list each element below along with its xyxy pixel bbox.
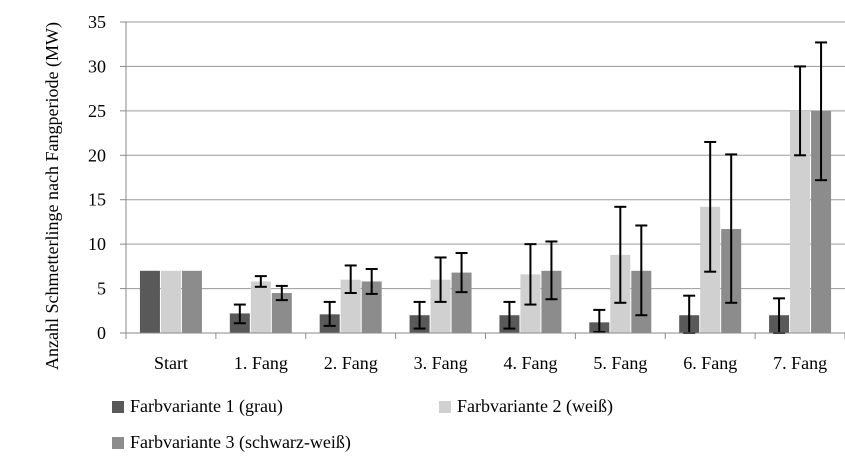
legend-swatch <box>112 400 124 413</box>
bar <box>139 270 160 333</box>
bar <box>541 270 562 333</box>
bar <box>181 270 202 333</box>
legend-swatch <box>112 436 124 449</box>
legend-item: Farbvariante 3 (schwarz-weiß) <box>112 432 351 453</box>
bar <box>790 110 811 333</box>
legend-item: Farbvariante 1 (grau) <box>112 396 283 417</box>
x-tick-label: 4. Fang <box>503 353 557 373</box>
bar <box>160 270 181 333</box>
bars <box>139 110 832 333</box>
bar-chart: 0 5 10 15 20 25 30 35 Start 1. Fang 2. Fang 3. Fan… <box>42 12 845 373</box>
bar <box>811 110 832 333</box>
y-tick-label: 15 <box>88 190 106 210</box>
y-tick-labels: 0 5 10 15 20 25 30 35 <box>88 12 106 343</box>
x-tick-label: 1. Fang <box>234 353 288 373</box>
bar <box>430 279 451 333</box>
y-tick-label: 35 <box>88 12 106 32</box>
x-tick-label: 2. Fang <box>324 353 378 373</box>
legend-swatch <box>439 400 451 413</box>
bar <box>451 272 472 333</box>
x-tick-label: Start <box>154 353 188 373</box>
y-tick-label: 5 <box>97 279 106 299</box>
x-tick-label: 3. Fang <box>414 353 468 373</box>
y-tick-label: 0 <box>97 323 106 343</box>
y-tick-label: 10 <box>88 234 106 254</box>
y-tick-label: 20 <box>88 145 106 165</box>
y-axis-title: Anzahl Schmetterlinge nach Fangperiode (… <box>42 22 63 370</box>
error-bars <box>233 41 828 334</box>
y-tick-label: 30 <box>88 56 106 76</box>
x-tick-labels: Start 1. Fang 2. Fang 3. Fang 4. Fang 5. Fang… <box>154 353 827 373</box>
x-tick-label: 6. Fang <box>683 353 737 373</box>
gridlines <box>126 21 845 290</box>
y-tick-label: 25 <box>88 101 106 121</box>
bar <box>250 281 271 333</box>
legend-label: Farbvariante 2 (weiß) <box>457 396 613 416</box>
x-tick-label: 5. Fang <box>593 353 647 373</box>
bar <box>271 293 292 333</box>
axes <box>120 21 845 339</box>
x-tick-label: 7. Fang <box>773 353 827 373</box>
legend-label: Farbvariante 3 (schwarz-weiß) <box>130 432 351 452</box>
legend-label: Farbvariante 1 (grau) <box>130 396 283 416</box>
legend-item: Farbvariante 2 (weiß) <box>439 396 613 417</box>
